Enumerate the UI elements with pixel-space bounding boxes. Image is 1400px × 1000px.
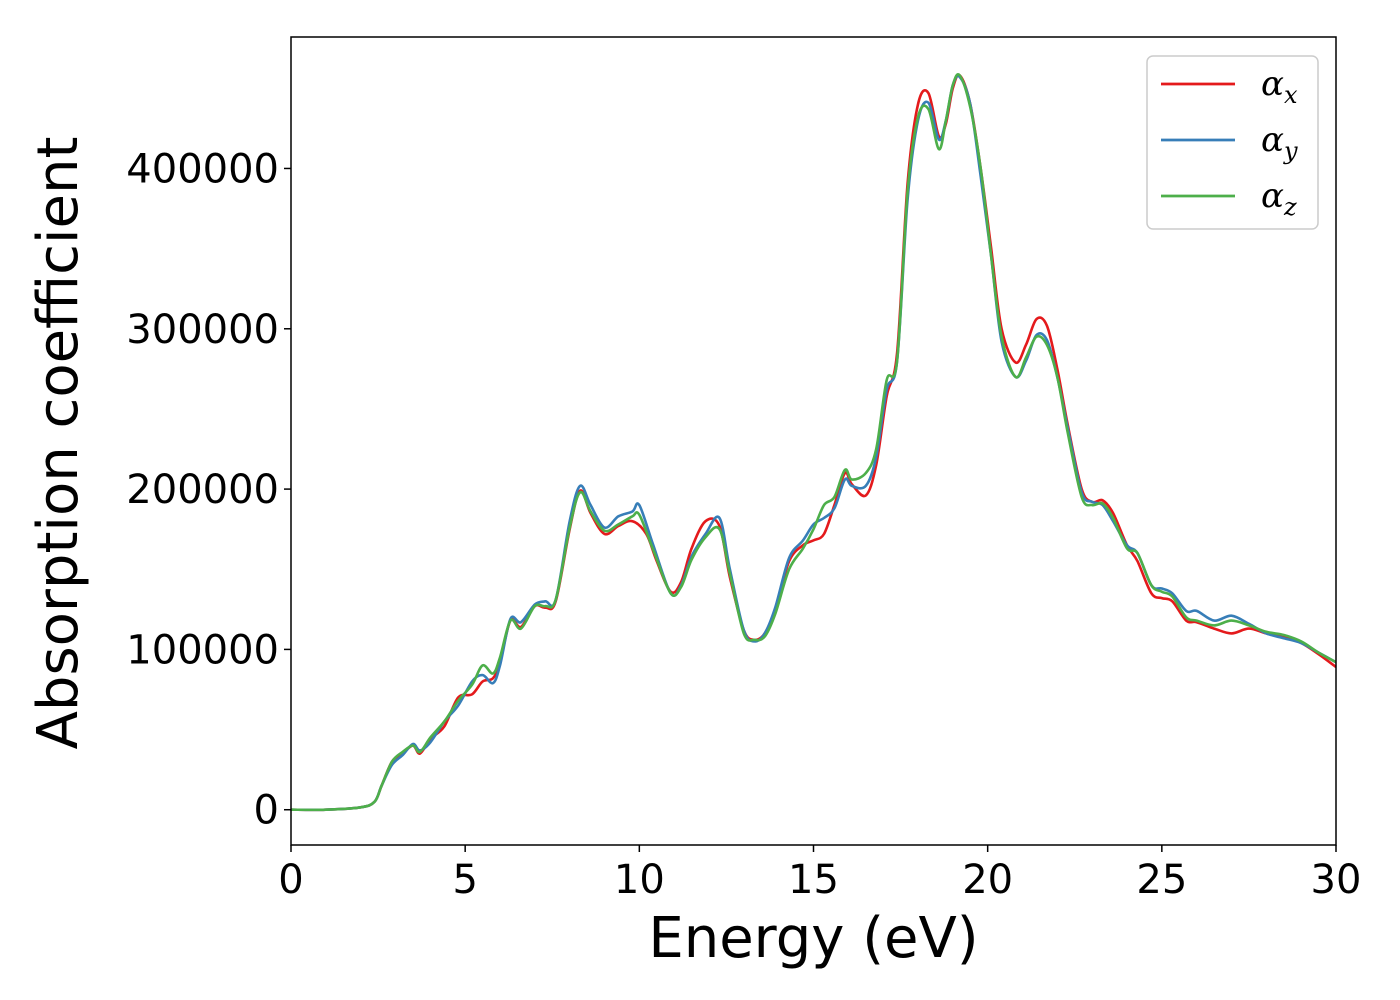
y-tick-label: 400000 <box>126 146 279 192</box>
legend: αx αy αz <box>1146 55 1319 230</box>
x-tick-label: 15 <box>788 857 839 903</box>
y-tick-label: 0 <box>254 788 279 834</box>
x-tick-label: 30 <box>1311 857 1362 903</box>
y-tick-label: 100000 <box>126 627 279 673</box>
y-tick-label: 200000 <box>126 467 279 513</box>
legend-label-y: αy <box>1261 120 1298 165</box>
plot-lines <box>291 73 1336 812</box>
y-axis-label: Absorption coefficient <box>26 137 91 750</box>
x-tick-label: 10 <box>614 857 665 903</box>
series-line-x <box>291 73 1336 812</box>
x-tick-label: 5 <box>452 857 477 903</box>
x-tick-label: 0 <box>278 857 303 903</box>
x-tick-label: 20 <box>962 857 1013 903</box>
y-tick-label: 300000 <box>126 307 279 353</box>
x-axis-ticks: 0 5 10 15 20 25 30 <box>278 845 1361 903</box>
series-line-z <box>291 73 1336 812</box>
legend-box <box>1146 55 1319 230</box>
x-tick-label: 25 <box>1136 857 1187 903</box>
y-axis-ticks: 0 100000 200000 300000 400000 <box>126 146 291 834</box>
legend-label-z: αz <box>1261 176 1297 221</box>
legend-label-x: αx <box>1261 64 1298 109</box>
x-axis-label: Energy (eV) <box>648 906 978 971</box>
